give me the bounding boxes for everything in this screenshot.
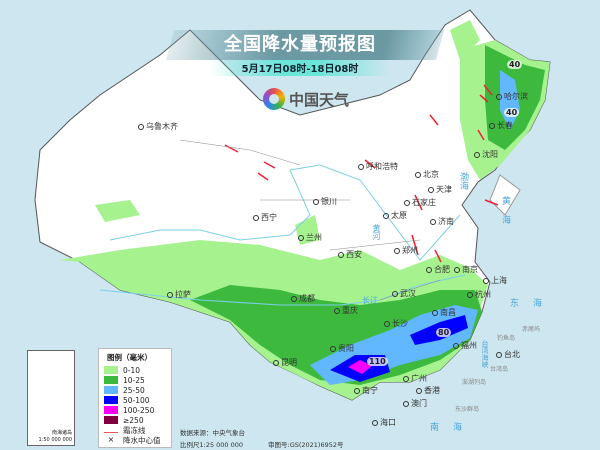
city-label: 杭州 — [467, 290, 491, 299]
map-title: 全国降水量预报图 — [224, 34, 376, 55]
city-label: 海口 — [372, 418, 396, 427]
inset-title: 南海诸岛 — [51, 430, 72, 436]
precip-center-value: 110 — [367, 357, 388, 366]
inset-scale: 1:50 000 000 — [38, 437, 73, 443]
city-label: 石家庄 — [404, 198, 436, 207]
city-label: 天津 — [428, 185, 452, 194]
legend-swatch — [104, 366, 118, 374]
yangtze-river — [99, 274, 466, 306]
city-label: 济南 — [430, 217, 454, 226]
city-label: 合肥 — [426, 265, 450, 274]
city-label: 呼和浩特 — [358, 162, 398, 171]
review-number: 审图号:GS(2021)6952号 — [268, 441, 344, 449]
legend-swatch — [104, 416, 118, 424]
legend-item: 50-100 — [104, 395, 166, 405]
city-label: 拉萨 — [167, 290, 191, 299]
city-label: 太原 — [383, 211, 407, 220]
logo-text: 中国天气 — [289, 90, 350, 109]
legend-item: 0-10 — [104, 365, 166, 375]
city-label: 银川 — [313, 197, 337, 206]
legend-item: ≥250 — [104, 415, 166, 425]
precip-center-value: 40 — [504, 108, 520, 117]
city-label: 澳门 — [403, 399, 427, 408]
legend-item: × 降水中心值 — [104, 435, 166, 445]
sea-label: 东海 — [510, 299, 557, 309]
city-label: 贵阳 — [330, 344, 354, 353]
legend-label: 霜冻线 — [123, 425, 146, 435]
island-label: 钓鱼岛 — [497, 335, 516, 342]
data-source: 数据来源：中央气象台 — [180, 429, 245, 437]
legend-label: 0-10 — [123, 365, 141, 375]
legend-label: 25-50 — [123, 385, 145, 395]
legend-label: 10-25 — [123, 375, 145, 385]
legend-swatch — [104, 376, 118, 384]
sea-label: 台湾海峡 — [481, 340, 489, 368]
city-label: 昆明 — [273, 358, 297, 367]
legend-item: 100-250 — [104, 405, 166, 415]
city-label: 西安 — [338, 250, 362, 259]
province-border — [179, 139, 441, 301]
map-subtitle: 5月17日08时-18日08时 — [241, 64, 359, 75]
legend-label: 100-250 — [123, 405, 155, 415]
legend-item: 25-50 — [104, 385, 166, 395]
legend: 图例（毫米） 0-10 10-25 25-50 50-100 100-250 ≥… — [98, 348, 172, 448]
river-label: 长江 — [362, 296, 378, 305]
subtitle-banner — [210, 60, 390, 76]
legend-item: 霜冻线 — [104, 425, 166, 435]
city-label: 广州 — [403, 374, 427, 383]
city-label: 哈尔滨 — [496, 92, 528, 101]
city-label: 兰州 — [298, 233, 322, 242]
sea-label: 渤海 — [458, 172, 468, 190]
sea-label: 南海 — [430, 423, 477, 433]
city-label: 重庆 — [334, 306, 358, 315]
island-label: 澎湖列岛 — [462, 379, 487, 386]
logo: 中国天气 — [263, 88, 349, 110]
border-lines — [179, 139, 441, 301]
legend-label: ≥250 — [123, 415, 144, 425]
city-label: 成都 — [291, 294, 315, 303]
river-label: 黄河 — [372, 224, 381, 240]
island-label: 东沙群岛 — [455, 406, 480, 413]
legend-title: 图例（毫米） — [107, 353, 152, 362]
city-label: 南京 — [454, 265, 478, 274]
legend-label: 50-100 — [123, 395, 150, 405]
legend-item: 10-25 — [104, 375, 166, 385]
south-china-sea-inset: 南海诸岛 1:50 000 000 — [27, 350, 75, 446]
city-label: 乌鲁木齐 — [138, 122, 178, 131]
precip-center-value: 80 — [436, 328, 452, 337]
city-label: 台北 — [496, 350, 520, 359]
city-label: 西宁 — [253, 213, 277, 222]
frost-line-icon — [104, 428, 118, 433]
city-label: 郑州 — [394, 246, 418, 255]
city-label: 南宁 — [354, 386, 378, 395]
city-label: 武汉 — [392, 289, 416, 298]
rain-100-250 — [348, 360, 372, 374]
map-scale: 比例尺1:25 000 000 — [180, 441, 244, 449]
logo-icon — [263, 88, 285, 110]
city-label: 香港 — [416, 386, 440, 395]
legend-swatch — [104, 406, 118, 414]
cross-icon: × — [107, 435, 115, 444]
legend-swatch — [104, 396, 118, 404]
yellow-river — [109, 164, 461, 261]
precip-center-value: 40 — [507, 60, 523, 69]
city-label: 长沙 — [384, 319, 408, 328]
island-label: 赤尾屿 — [522, 326, 541, 333]
legend-swatch — [104, 386, 118, 394]
city-label: 北京 — [415, 170, 439, 179]
city-label: 沈阳 — [474, 150, 498, 159]
city-label: 长春 — [489, 121, 513, 130]
island-label: 台湾岛 — [490, 366, 509, 373]
city-label: 上海 — [483, 276, 507, 285]
city-label: 福州 — [453, 341, 477, 350]
legend-label: 降水中心值 — [123, 435, 161, 445]
city-label: 南昌 — [432, 308, 456, 317]
sea-label: 黄海 — [500, 196, 510, 234]
